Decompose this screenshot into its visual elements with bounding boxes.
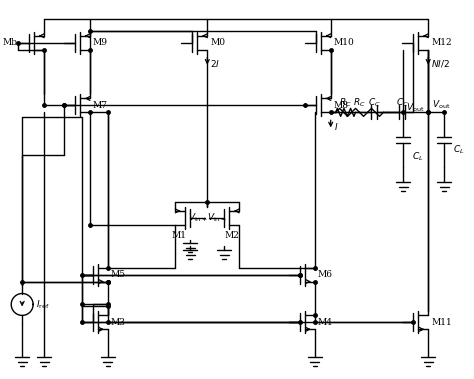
Text: M9: M9	[93, 38, 108, 47]
Text: M8: M8	[334, 101, 349, 110]
Text: M0: M0	[210, 38, 225, 47]
Text: M12: M12	[431, 38, 452, 47]
Text: Mb: Mb	[2, 38, 17, 47]
Text: M11: M11	[431, 318, 452, 327]
Text: M5: M5	[111, 270, 126, 279]
Text: $C_L$: $C_L$	[453, 144, 465, 157]
Text: M7: M7	[93, 101, 108, 110]
Text: $V_{\rm out}$: $V_{\rm out}$	[406, 101, 425, 114]
Text: M10: M10	[334, 38, 355, 47]
Text: $R_C$: $R_C$	[339, 96, 352, 109]
Text: $I$: $I$	[334, 121, 338, 132]
Text: $V_{\rm in+}$: $V_{\rm in+}$	[188, 211, 207, 224]
Text: $I_{\rm ref}$: $I_{\rm ref}$	[36, 298, 50, 311]
Text: M2: M2	[225, 231, 239, 240]
Text: $R_C$: $R_C$	[353, 96, 366, 109]
Text: $V_{\rm out}$: $V_{\rm out}$	[432, 98, 451, 111]
Text: $NI/2$: $NI/2$	[431, 58, 450, 69]
Text: M1: M1	[172, 231, 187, 240]
Text: $2I$: $2I$	[210, 58, 220, 69]
Text: $V_{\rm in-}$: $V_{\rm in-}$	[207, 211, 227, 224]
Text: $C_L$: $C_L$	[412, 151, 424, 163]
Text: M3: M3	[111, 318, 126, 327]
Text: M4: M4	[318, 318, 333, 327]
Text: M6: M6	[318, 270, 333, 279]
Text: $C_C$: $C_C$	[368, 96, 381, 109]
Text: $C_C$: $C_C$	[396, 96, 409, 109]
